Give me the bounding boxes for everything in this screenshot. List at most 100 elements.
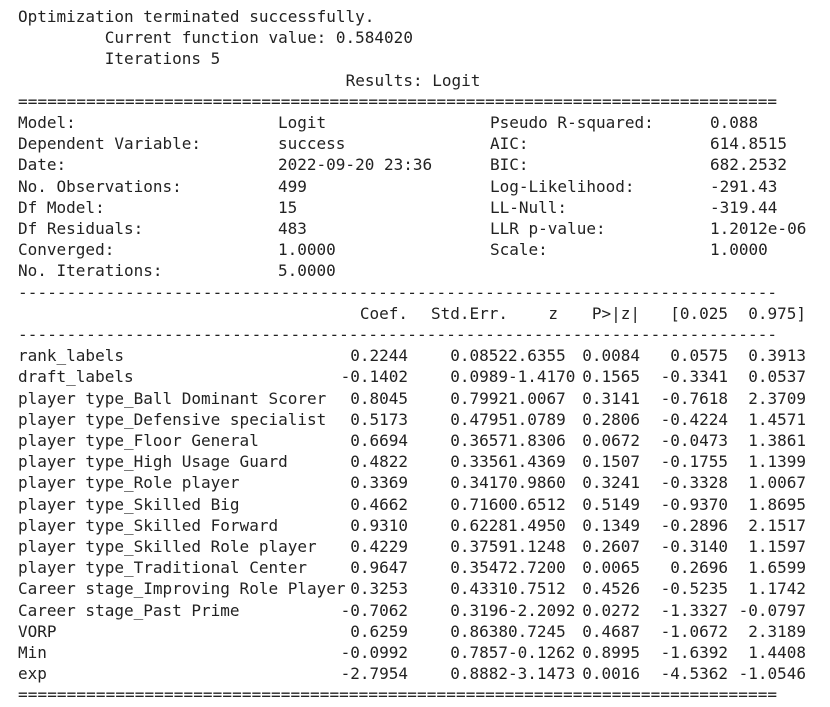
row-cell: -0.5235 <box>660 579 728 599</box>
summary-row: Model: Logit Pseudo R-squared: 0.088 <box>18 112 808 133</box>
row-cell: 0.3196 <box>450 600 508 620</box>
summary-left-label: Df Model: <box>18 197 105 217</box>
iterations-line: Iterations 5 <box>18 48 808 69</box>
summary-right-label: LLR p-value: <box>490 219 606 238</box>
row-variable-name: player type_Floor General <box>18 431 259 450</box>
row-cell: 1.3861 <box>748 431 806 450</box>
row-cell: -0.1755 <box>660 452 728 472</box>
separator-dashes: ----------------------------------------… <box>18 325 778 344</box>
row-cell: 2.3189 <box>748 621 806 641</box>
row-variable-name: Career stage_Improving Role Player <box>18 579 346 599</box>
summary-left-value: 2022-09-20 23:36 <box>278 155 433 175</box>
row-cell: 0.4331 <box>450 579 508 599</box>
row-cell: 1.1742 <box>748 579 806 599</box>
row-cell: 1.0789 <box>508 409 566 429</box>
row-cell: 0.1565 <box>582 367 640 387</box>
column-header: 0.975] <box>748 303 806 323</box>
row-cell: 0.3759 <box>450 537 508 556</box>
row-variable-name: player type_Traditional Center <box>18 558 307 578</box>
row-cell: 1.0067 <box>748 473 806 493</box>
row-cell: 1.4571 <box>748 409 806 429</box>
row-cell: 0.0272 <box>582 600 640 620</box>
row-cell: 0.3369 <box>350 473 408 493</box>
summary-right-label: LL-Null: <box>490 197 568 217</box>
row-variable-name: Career stage_Past Prime <box>18 600 240 620</box>
row-variable-name: draft_labels <box>18 367 134 387</box>
summary-right-label: Log-Likelihood: <box>490 176 635 196</box>
row-cell: -0.3328 <box>660 473 728 493</box>
row-variable-name: player type_Skilled Big <box>18 494 240 514</box>
row-cell: 0.6259 <box>350 621 408 641</box>
row-cell: 0.1349 <box>582 515 640 535</box>
row-variable-name: Min <box>18 643 47 662</box>
table-row: player type_Traditional Center 0.9647 0.35… <box>18 557 808 578</box>
summary-row: Converged: 1.0000 Scale: 1.0000 <box>18 239 808 260</box>
row-variable-name: exp <box>18 664 47 684</box>
summary-right-value: 682.2532 <box>710 155 788 175</box>
row-variable-name: rank_labels <box>18 346 124 366</box>
summary-left-label: Model: <box>18 113 76 132</box>
summary-left-label: Df Residuals: <box>18 219 144 238</box>
row-cell: 1.4369 <box>508 452 566 472</box>
function-value-line: Current function value: 0.584020 <box>18 27 808 48</box>
row-cell: 1.1399 <box>748 452 806 472</box>
table-row: draft_labels -0.1402 0.0989 -1.4170 0.1565 -0… <box>18 366 808 387</box>
summary-right-value: 614.8515 <box>710 134 788 154</box>
row-cell: 0.0065 <box>582 558 640 578</box>
row-cell: 0.0537 <box>748 367 806 387</box>
row-cell: -4.5362 <box>660 664 728 684</box>
summary-row: No. Iterations: 5.0000 <box>18 260 808 281</box>
row-cell: 0.9860 <box>508 473 566 493</box>
table-row: Career stage_Past Prime -0.7062 0.3196 -2.2… <box>18 600 808 621</box>
summary-left-label: Dependent Variable: <box>18 134 202 154</box>
row-cell: 0.7160 <box>450 494 508 514</box>
row-cell: -0.7062 <box>340 600 408 620</box>
row-cell: 0.7992 <box>450 388 508 408</box>
row-variable-name: VORP <box>18 621 57 641</box>
summary-left-value: success <box>278 134 346 154</box>
row-cell: 1.0067 <box>508 388 566 408</box>
row-cell: 1.4408 <box>748 643 806 662</box>
row-cell: -2.7954 <box>340 664 408 684</box>
row-cell: 0.4662 <box>350 494 408 514</box>
table-row: player type_Ball Dominant Scorer 0.8045 0.… <box>18 388 808 409</box>
row-cell: 0.8045 <box>350 388 408 408</box>
row-cell: 0.5173 <box>350 409 408 429</box>
row-cell: 0.9647 <box>350 558 408 578</box>
table-row: player type_Floor General 0.6694 0.3657 1.8… <box>18 430 808 451</box>
row-cell: 0.3241 <box>582 473 640 493</box>
iterations-text: Iterations 5 <box>18 49 221 69</box>
table-row: player type_Role player 0.3369 0.3417 0.986… <box>18 472 808 493</box>
row-variable-name: player type_Defensive specialist <box>18 409 327 429</box>
row-variable-name: player type_Skilled Role player <box>18 537 317 556</box>
row-cell: -0.3341 <box>660 367 728 387</box>
table-row: player type_Skilled Big 0.4662 0.7160 0.651… <box>18 494 808 515</box>
summary-right-value: 1.0000 <box>710 240 768 260</box>
row-cell: -0.1402 <box>340 367 408 387</box>
row-cell: 0.3253 <box>350 579 408 599</box>
table-row: VORP 0.6259 0.8638 0.7245 0.4687 -1.0672 2.318… <box>18 621 808 642</box>
separator-equals: ========================================… <box>18 91 778 111</box>
summary-row: Df Model: 15 LL-Null: -319.44 <box>18 197 808 218</box>
table-row: player type_Defensive specialist 0.5173 0.… <box>18 409 808 430</box>
row-cell: -0.7618 <box>660 388 728 408</box>
summary-right-value: 1.2012e-06 <box>710 219 807 238</box>
row-cell: 0.2607 <box>582 537 640 556</box>
status-line: Optimization terminated successfully. <box>18 6 808 27</box>
row-cell: 0.7857 <box>450 643 508 662</box>
row-cell: -2.2092 <box>508 600 576 620</box>
row-cell: 0.7512 <box>508 579 566 599</box>
summary-left-label: No. Observations: <box>18 176 182 196</box>
coef-table-header: Coef. Std.Err. z P>|z| [0.025 0.975] <box>18 303 808 324</box>
row-cell: 0.4795 <box>450 409 508 429</box>
row-cell: 2.7200 <box>508 558 566 578</box>
row-cell: 2.1517 <box>748 515 806 535</box>
row-cell: 0.6512 <box>508 494 566 514</box>
separator-equals-bottom: ========================================… <box>18 684 808 705</box>
summary-left-label: Date: <box>18 155 67 175</box>
row-cell: 1.1248 <box>508 537 566 556</box>
separator-dashes-2: ----------------------------------------… <box>18 324 808 345</box>
row-cell: -1.6392 <box>660 643 728 662</box>
row-cell: -0.0992 <box>340 643 408 662</box>
row-cell: 0.4687 <box>582 621 640 641</box>
